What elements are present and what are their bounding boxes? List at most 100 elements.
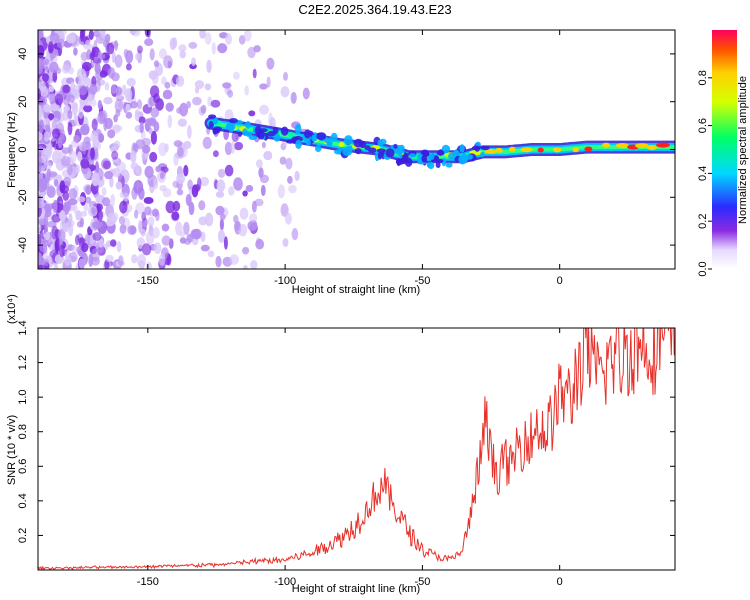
noise-blob	[49, 51, 54, 62]
y-tick-label: 1.4	[17, 320, 29, 335]
noise-blob	[199, 30, 206, 39]
y-tick-label: 0.8	[17, 424, 29, 439]
colorbar-tick-label: 0.4	[697, 166, 709, 181]
ridge-blob	[395, 158, 404, 166]
noise-blob	[233, 71, 240, 80]
noise-blob	[50, 103, 60, 112]
noise-blob	[242, 246, 250, 255]
noise-blob	[85, 185, 92, 195]
noise-blob	[99, 110, 108, 123]
noise-blob	[52, 128, 61, 140]
noise-blob	[65, 203, 70, 211]
noise-blob	[73, 114, 79, 122]
noise-blob	[85, 141, 91, 150]
noise-blob	[302, 87, 310, 100]
noise-blob	[204, 32, 212, 45]
ridge-blob	[281, 126, 289, 136]
colorbar-label: Normalized spectral amplitude	[737, 76, 749, 224]
noise-blob	[58, 228, 66, 242]
noise-blob	[150, 130, 157, 145]
noise-blob	[137, 45, 143, 54]
noise-blob	[204, 83, 212, 91]
noise-blob	[153, 242, 162, 254]
noise-blob	[92, 135, 100, 149]
noise-blob	[84, 77, 92, 87]
noise-blob	[81, 242, 89, 253]
noise-blob	[89, 84, 98, 95]
noise-blob	[162, 89, 173, 100]
noise-blob	[116, 241, 122, 253]
ridge-blob	[421, 154, 428, 163]
ridge-blob	[295, 139, 302, 149]
noise-blob	[38, 131, 43, 141]
colorbar: 0.0 0.2 0.4 0.6 0.8 Normalized spectral ampl…	[697, 30, 749, 277]
noise-blob	[49, 61, 59, 73]
noise-blob	[91, 118, 98, 131]
noise-blob	[70, 101, 79, 110]
y-tick-label: 1.0	[17, 389, 29, 404]
noise-blob	[255, 238, 265, 250]
noise-blob	[80, 158, 90, 169]
noise-blob	[109, 176, 114, 188]
noise-blob	[91, 248, 100, 262]
ridge-blob	[427, 153, 436, 160]
ridge-blob	[248, 135, 257, 141]
noise-blob	[116, 161, 126, 173]
noise-blob	[259, 104, 270, 115]
noise-blob	[116, 183, 122, 190]
y-tick-label: 0.4	[17, 493, 29, 508]
colorbar-tick-label: 0.2	[697, 214, 709, 229]
noise-blob	[229, 254, 239, 265]
noise-blob	[268, 112, 273, 126]
noise-blob	[54, 239, 60, 254]
noise-blob	[249, 213, 258, 223]
y-tick-label: -20	[17, 189, 29, 205]
noise-blob	[217, 43, 228, 54]
noise-blob	[122, 192, 129, 202]
noise-blob	[125, 63, 132, 71]
noise-blob	[62, 222, 69, 233]
noise-blob	[38, 155, 43, 170]
noise-blob	[78, 84, 88, 96]
noise-blob	[187, 179, 194, 190]
ridge-blob	[242, 128, 248, 137]
noise-blob	[77, 151, 83, 162]
noise-blob	[242, 190, 248, 197]
noise-blob	[198, 216, 208, 226]
noise-blob	[80, 51, 89, 62]
noise-blob	[144, 206, 152, 216]
noise-blob	[145, 230, 155, 245]
y-tick-label: 20	[17, 96, 29, 108]
noise-blob	[291, 228, 299, 241]
noise-blob	[52, 69, 58, 83]
noise-blob	[103, 96, 113, 105]
noise-blob	[153, 177, 159, 190]
noise-blob	[149, 48, 155, 61]
noise-blob	[163, 55, 173, 69]
noise-blob	[59, 30, 67, 36]
noise-blob	[61, 147, 71, 154]
noise-blob	[114, 54, 123, 68]
snr-series-line	[38, 328, 675, 570]
noise-blob	[103, 160, 112, 170]
noise-blob	[153, 93, 160, 104]
noise-blob	[153, 60, 160, 68]
noise-blob	[107, 129, 116, 139]
noise-blob	[266, 76, 271, 88]
ridge-blob	[228, 118, 238, 124]
noise-blob	[52, 199, 58, 213]
noise-blob	[165, 200, 176, 214]
noise-blob	[192, 96, 202, 106]
noise-blob	[77, 237, 86, 244]
noise-blob	[38, 258, 46, 265]
noise-blob	[256, 159, 263, 168]
noise-blob	[75, 210, 82, 221]
ridge-blob	[327, 137, 333, 147]
noise-blob	[38, 87, 41, 101]
noise-blob	[46, 143, 53, 156]
noise-blob	[243, 264, 248, 269]
spectrogram-noise	[38, 30, 310, 269]
x-tick-label: -50	[414, 576, 430, 588]
noise-blob	[177, 146, 184, 158]
noise-blob	[224, 141, 233, 155]
